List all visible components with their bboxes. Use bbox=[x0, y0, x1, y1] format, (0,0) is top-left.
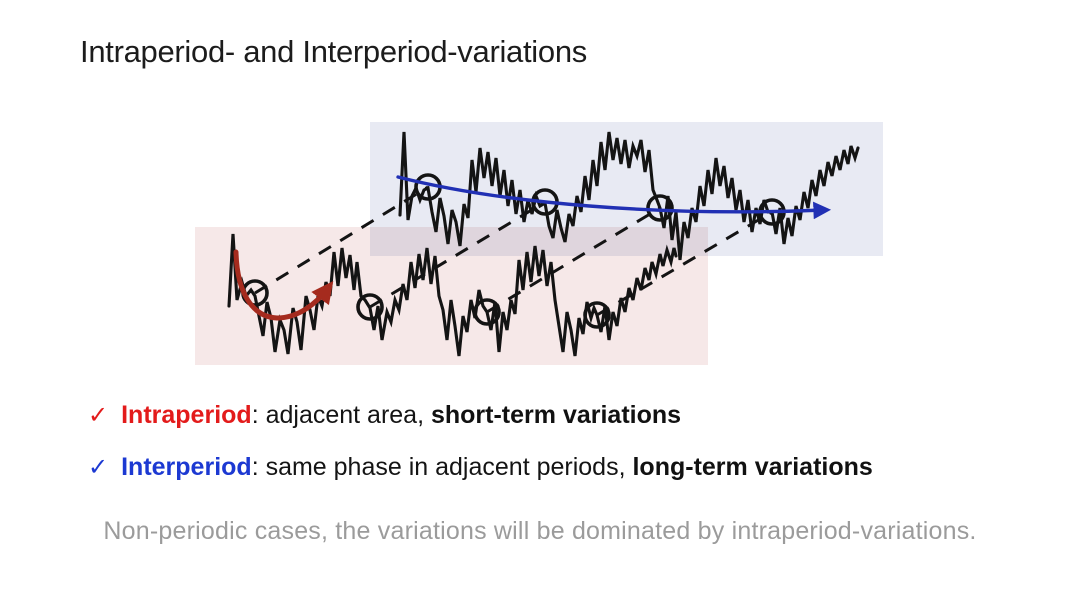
phase-connector bbox=[254, 185, 429, 295]
bullet-intraperiod: ✓ Intraperiod: adjacent area, short-term … bbox=[88, 401, 681, 430]
interperiod-emphasis: long-term variations bbox=[632, 453, 873, 481]
phase-circle bbox=[583, 301, 611, 329]
top-waveform bbox=[398, 131, 860, 261]
phase-circle bbox=[473, 298, 501, 326]
phase-circle bbox=[356, 293, 384, 321]
bullet-interperiod: ✓ Interperiod: same phase in adjacent per… bbox=[88, 453, 873, 482]
interperiod-term: Interperiod bbox=[121, 453, 252, 481]
intraperiod-term: Intraperiod bbox=[121, 401, 252, 429]
checkmark-icon: ✓ bbox=[88, 454, 109, 481]
page-title: Intraperiod- and Interperiod-variations bbox=[80, 34, 587, 69]
interperiod-description: : same phase in adjacent periods, bbox=[251, 453, 633, 481]
phase-connector bbox=[369, 200, 546, 309]
phase-circle bbox=[646, 194, 674, 222]
intraperiod-emphasis: short-term variations bbox=[430, 401, 682, 429]
checkmark-icon: ✓ bbox=[88, 402, 109, 429]
intraperiod-arrow-icon bbox=[233, 249, 334, 321]
intraperiod-description: : adjacent area, bbox=[251, 401, 431, 429]
footnote: Non-periodic cases, the variations will … bbox=[103, 517, 977, 545]
interperiod-arrow-icon bbox=[396, 175, 832, 220]
